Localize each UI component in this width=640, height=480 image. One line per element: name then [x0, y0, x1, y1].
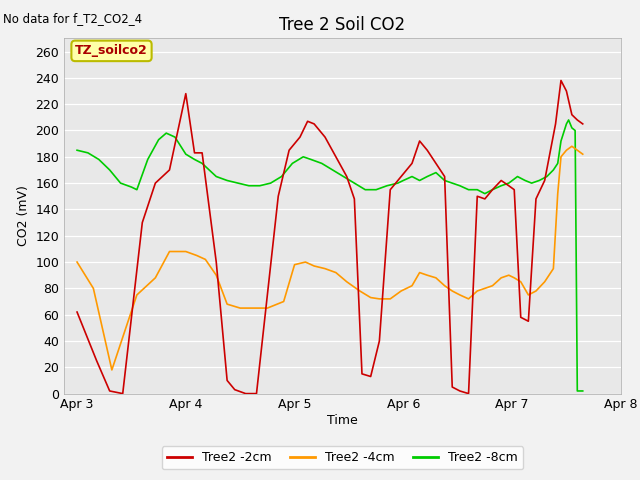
Text: TZ_soilco2: TZ_soilco2: [75, 44, 148, 58]
Tree2 -2cm: [505, 183, 513, 189]
Legend: Tree2 -2cm, Tree2 -4cm, Tree2 -8cm: Tree2 -2cm, Tree2 -4cm, Tree2 -8cm: [162, 446, 523, 469]
Tree2 -8cm: [564, 117, 572, 123]
Tree2 -4cm: [573, 147, 581, 153]
Line: Tree2 -2cm: Tree2 -2cm: [77, 81, 583, 394]
Tree2 -2cm: [579, 121, 587, 127]
Tree2 -8cm: [171, 134, 179, 140]
Tree2 -8cm: [579, 388, 587, 394]
Text: No data for f_T2_CO2_4: No data for f_T2_CO2_4: [3, 12, 142, 25]
Tree2 -8cm: [441, 178, 449, 183]
Tree2 -4cm: [253, 305, 260, 311]
Title: Tree 2 Soil CO2: Tree 2 Soil CO2: [279, 16, 406, 34]
Tree2 -8cm: [278, 174, 285, 180]
Tree2 -2cm: [424, 147, 431, 153]
Y-axis label: CO2 (mV): CO2 (mV): [17, 186, 29, 246]
Tree2 -4cm: [108, 367, 116, 373]
Tree2 -8cm: [73, 147, 81, 153]
Tree2 -4cm: [301, 259, 309, 265]
Tree2 -2cm: [73, 309, 81, 315]
Tree2 -8cm: [223, 178, 231, 183]
Tree2 -8cm: [573, 388, 581, 394]
Tree2 -2cm: [432, 160, 440, 166]
Tree2 -8cm: [245, 183, 253, 189]
Tree2 -4cm: [497, 275, 505, 281]
Tree2 -2cm: [557, 78, 565, 84]
Tree2 -4cm: [579, 151, 587, 157]
Tree2 -4cm: [73, 259, 81, 265]
Line: Tree2 -4cm: Tree2 -4cm: [77, 146, 583, 370]
Tree2 -2cm: [275, 193, 282, 199]
Line: Tree2 -8cm: Tree2 -8cm: [77, 120, 583, 391]
Tree2 -4cm: [474, 288, 481, 294]
X-axis label: Time: Time: [327, 414, 358, 427]
Tree2 -2cm: [449, 384, 456, 390]
Tree2 -2cm: [456, 388, 464, 394]
Tree2 -8cm: [267, 180, 275, 186]
Tree2 -4cm: [568, 144, 576, 149]
Tree2 -4cm: [310, 263, 318, 269]
Tree2 -2cm: [119, 391, 127, 396]
